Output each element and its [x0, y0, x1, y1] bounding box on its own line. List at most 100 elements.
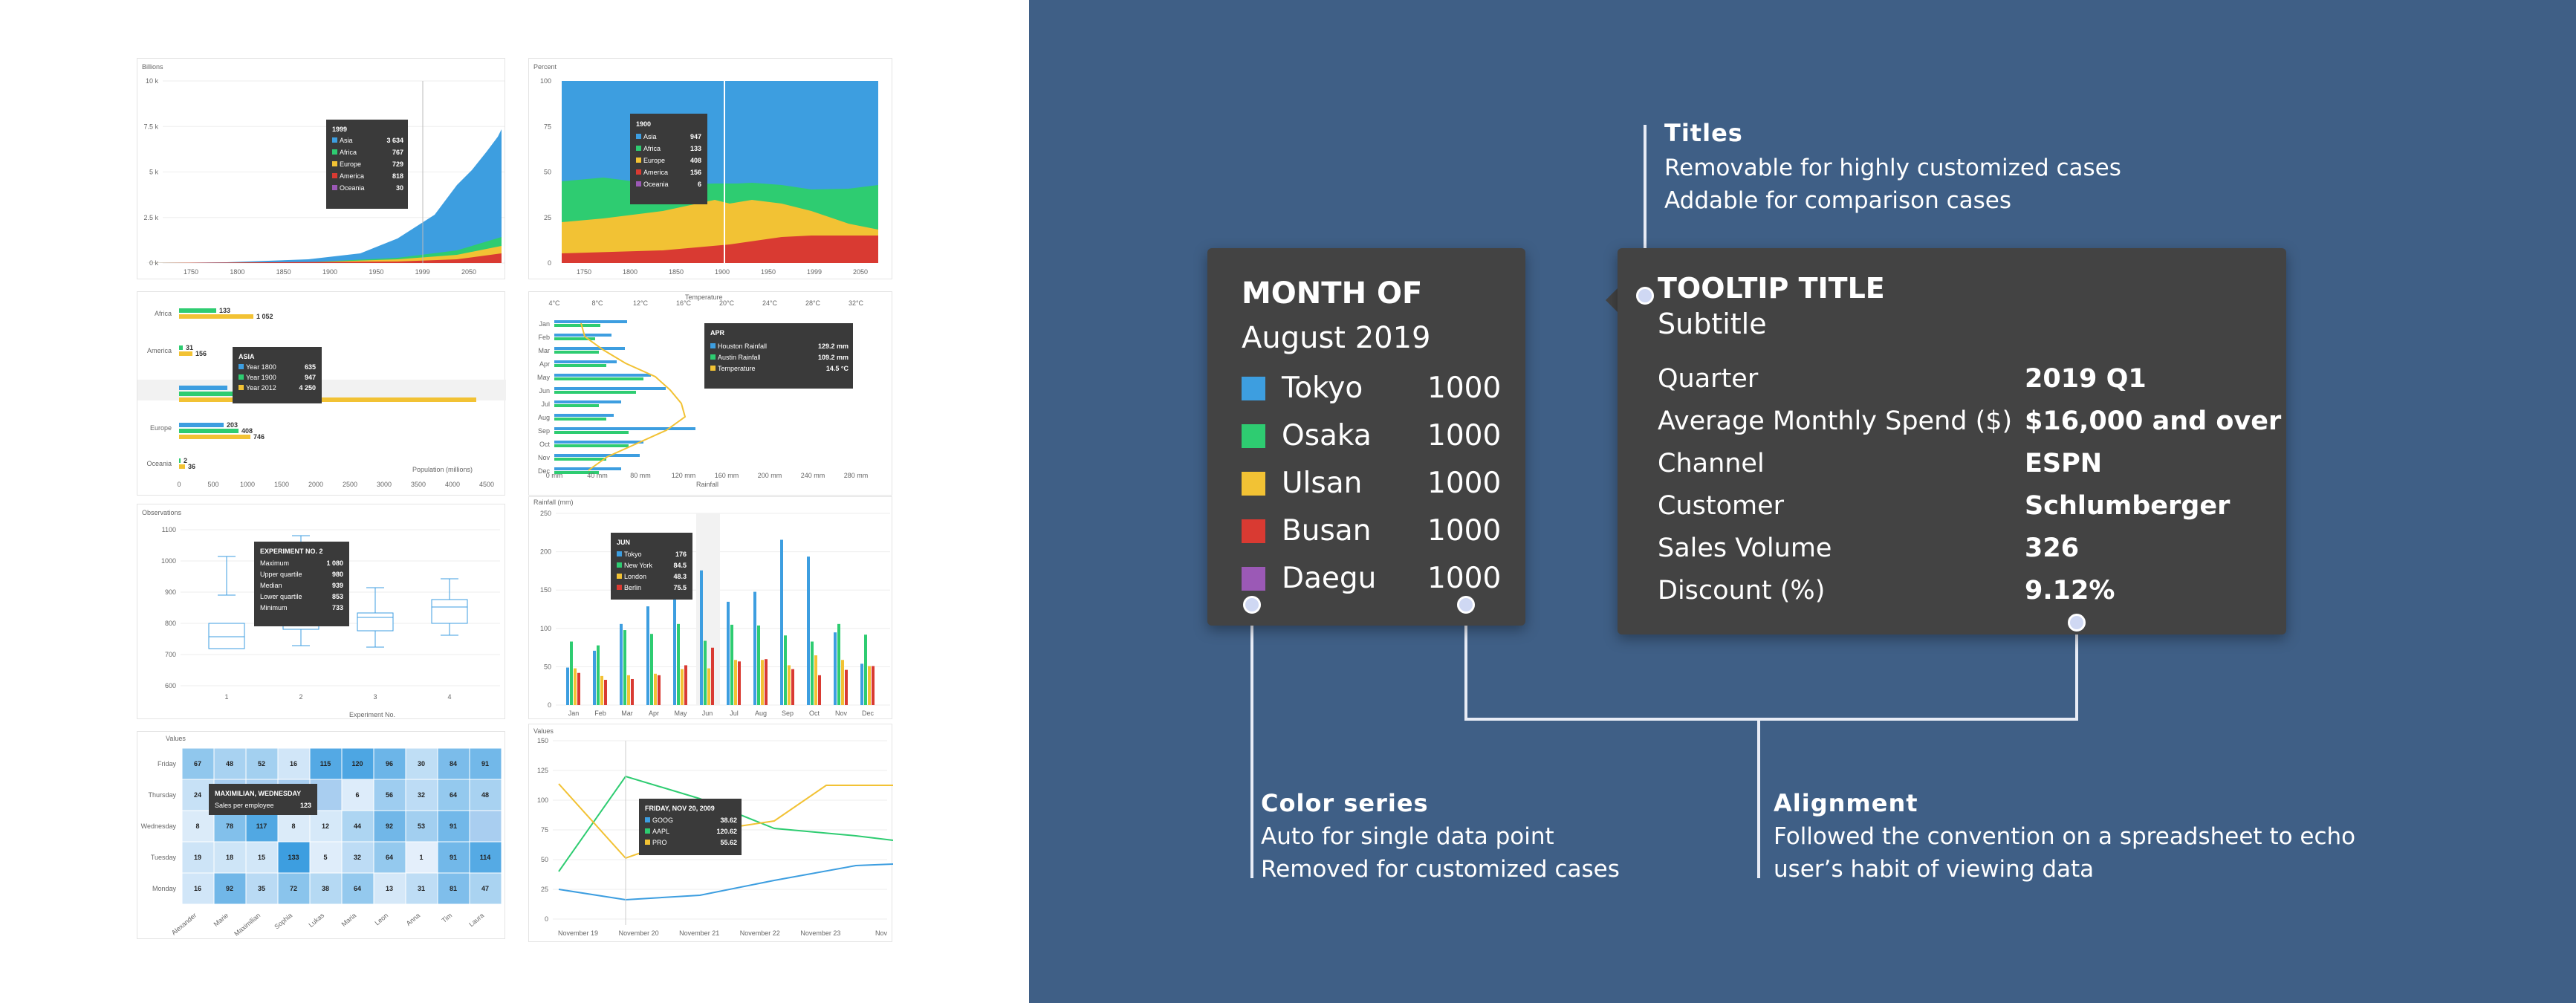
tooltip-swatch [645, 828, 650, 834]
bar-value-label: 133 [219, 307, 230, 314]
area-asia [145, 129, 502, 263]
row-label: Thursday [148, 791, 176, 799]
box [431, 599, 468, 624]
series-name: Tokyo [1282, 371, 1363, 405]
tooltip-row-label: Year 2012 [246, 384, 276, 392]
column-bar [570, 641, 573, 705]
y-tick-label: 100 [537, 796, 548, 804]
tooltip-row-label: Europe [643, 157, 665, 164]
bar-houston [554, 454, 640, 457]
month-label: Dec [538, 467, 551, 475]
x-tick-label: Jul [730, 710, 739, 717]
row-key: Channel [1658, 449, 1765, 478]
heat-cell [373, 779, 406, 811]
y-tick-label: 125 [537, 767, 548, 774]
tooltip-swatch [636, 146, 641, 151]
tooltip-row-label: Sales per employee [215, 802, 274, 809]
heat-cell [341, 779, 374, 811]
tooltip-swatch [710, 343, 716, 348]
cell-value: 19 [194, 854, 201, 861]
cell-value: 114 [480, 854, 491, 861]
y-axis-label: Observations [142, 509, 182, 516]
heat-cell [181, 779, 215, 811]
color-series-heading: Color series [1261, 789, 1429, 817]
tooltip-row-label: PRO [652, 839, 667, 846]
tooltip-row-value: 733 [332, 604, 343, 611]
series-value: 1000 [1427, 562, 1502, 595]
x-tick-label: Dec [862, 710, 875, 717]
category-label: Europe [150, 424, 172, 432]
bottom-tick-label: 160 mm [715, 472, 739, 479]
y-axis-label: Values [533, 727, 554, 735]
tooltip-row-label: Asia [340, 137, 353, 144]
tooltip-row-label: Upper quartile [260, 571, 302, 578]
heat-cell [469, 747, 502, 780]
column-bar [600, 675, 603, 705]
column-bar [845, 669, 848, 705]
y-tick-label: 25 [541, 886, 548, 893]
column-bar [707, 668, 710, 705]
bar-value-label: 746 [253, 433, 265, 441]
x-tick-label: 2500 [343, 481, 357, 488]
bar-austin [554, 351, 599, 354]
bar-houston [554, 347, 625, 350]
tooltip-row-value: 84.5 [673, 562, 687, 569]
month-label: Sep [538, 427, 550, 435]
row-key: Discount (%) [1658, 576, 1826, 606]
month-label: Feb [538, 334, 550, 341]
column-bar [597, 645, 600, 705]
x-tick-label: 2050 [853, 268, 868, 276]
tooltip-row-value: 129.2 mm [818, 343, 849, 350]
cell-value: 115 [320, 760, 331, 767]
heat-cell [373, 747, 406, 780]
line-chart-panel: Values 150 125 100 75 50 25 0 November 19 Novem… [528, 724, 893, 942]
y-tick-label: 2.5 k [143, 214, 158, 221]
tooltip-swatch [332, 149, 337, 155]
box [208, 623, 245, 649]
heat-cell [373, 841, 406, 874]
tooltip-swatch [617, 562, 622, 568]
tooltip-row-label: Oceania [340, 184, 365, 192]
x-axis-label: Experiment No. [349, 711, 395, 718]
x-tick-label: Oct [809, 710, 820, 717]
month-label: Jul [541, 400, 550, 408]
column-bar [734, 660, 737, 705]
heat-cell [213, 747, 247, 780]
column-bar [811, 641, 814, 705]
climate-chart-panel: Temperature 4°C 8°C 12°C 16°C 20°C 24°C 28°C 32… [528, 291, 892, 496]
box-tooltip: EXPERIMENT NO. 2 Maximum 1 080 Upper quart… [254, 542, 349, 626]
tooltip-row-label: Europe [340, 160, 361, 168]
tooltip-row-label: Minimum [260, 604, 288, 611]
tooltip-swatch [239, 364, 244, 369]
tooltip-row-value: 109.2 mm [818, 354, 849, 361]
alignment-heading: Alignment [1774, 789, 1918, 817]
tooltip-row-value: 120.62 [716, 828, 737, 835]
y-tick-label: 1000 [161, 557, 176, 565]
tooltip-swatch [710, 366, 716, 371]
heat-cell [181, 747, 215, 780]
cell-value: 15 [258, 854, 265, 861]
month-label: Nov [538, 454, 551, 461]
temperature-line [580, 322, 687, 471]
tooltip-row-label: America [643, 169, 668, 176]
tooltip-swatch [636, 134, 641, 139]
bar [179, 308, 216, 313]
column-bar [646, 606, 649, 705]
column-bar [631, 678, 634, 705]
tooltip-swatch [636, 158, 641, 163]
bottom-tick-label: 40 mm [587, 472, 608, 479]
column-bar [654, 673, 657, 705]
bar-houston [554, 427, 695, 430]
heat-cell [469, 779, 502, 811]
bar [179, 345, 183, 350]
series-value: 1000 [1427, 467, 1502, 500]
col-label: Maximilian [233, 912, 262, 938]
percent-tooltip: 1900 Asia 947 Africa 133 Europe 408 America 156… [630, 114, 707, 204]
bar-value-label: 2 [184, 457, 187, 464]
x-tick-label: 1 [224, 693, 228, 701]
row-key: Sales Volume [1658, 533, 1832, 563]
x-tick-label: 3 [373, 693, 377, 701]
swatch [1242, 423, 1265, 448]
tooltip-row-value: 1 080 [326, 559, 343, 567]
